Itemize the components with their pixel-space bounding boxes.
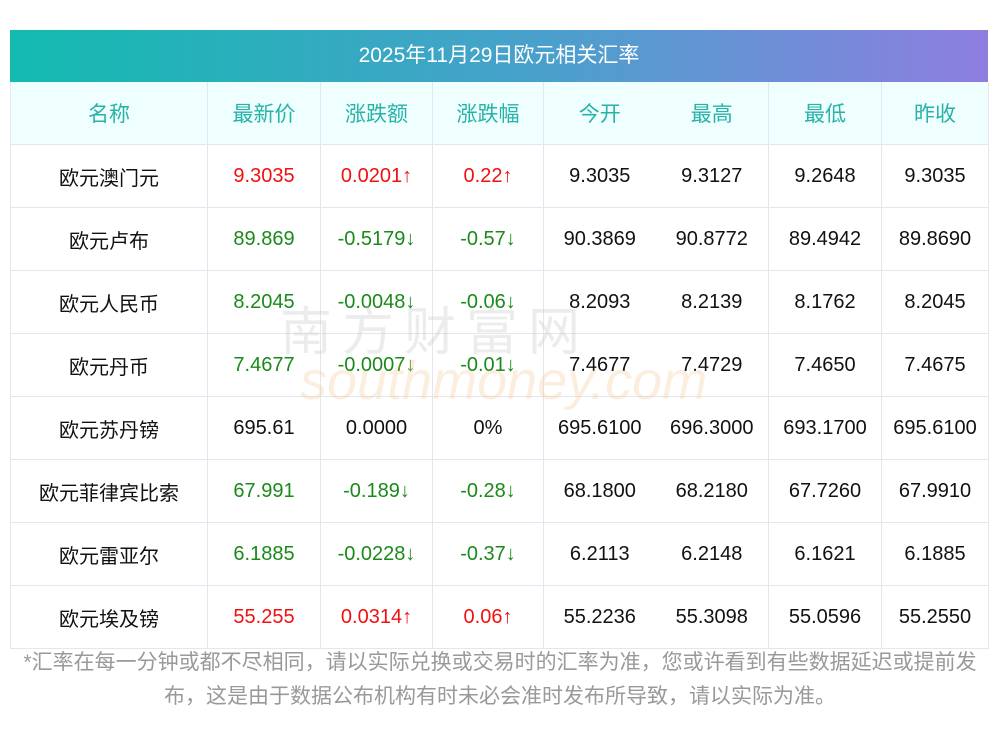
table-row: 欧元雷亚尔 6.1885 -0.0228↓ -0.37↓ 6.2113 6.2148 6.1…	[10, 522, 989, 586]
column-header: 涨跌幅	[432, 82, 544, 145]
table-row: 欧元丹币 7.4677 -0.0007↓ -0.01↓ 7.4677 7.4729 7.46…	[10, 333, 989, 397]
cell-low: 6.1621	[768, 522, 882, 586]
cell-high: 9.3127	[655, 144, 769, 208]
cell-open: 55.2236	[543, 585, 656, 649]
disclaimer-note: *汇率在每一分钟或都不尽相同，请以实际兑换或交易时的汇率为准，您或许看到有些数据…	[23, 651, 977, 708]
cell-pct: 0%	[432, 396, 544, 460]
cell-high: 696.3000	[655, 396, 769, 460]
cell-change: -0.0228↓	[320, 522, 433, 586]
cell-change: -0.5179↓	[320, 207, 433, 271]
cell-low: 693.1700	[768, 396, 882, 460]
cell-latest: 55.255	[207, 585, 321, 649]
cell-name: 欧元澳门元	[10, 144, 208, 208]
cell-latest: 695.61	[207, 396, 321, 460]
table-row: 欧元卢布 89.869 -0.5179↓ -0.57↓ 90.3869 90.8772 89…	[10, 207, 989, 271]
cell-latest: 7.4677	[207, 333, 321, 397]
table-row: 欧元苏丹镑 695.61 0.0000 0% 695.6100 696.3000 693.1…	[10, 396, 989, 460]
cell-prev: 67.9910	[881, 459, 989, 523]
cell-latest: 89.869	[207, 207, 321, 271]
table-title: 2025年11月29日欧元相关汇率	[10, 30, 988, 82]
cell-prev: 89.8690	[881, 207, 989, 271]
cell-low: 55.0596	[768, 585, 882, 649]
cell-name: 欧元菲律宾比索	[10, 459, 208, 523]
cell-low: 67.7260	[768, 459, 882, 523]
column-header: 最新价	[207, 82, 321, 145]
column-header: 今开	[543, 82, 656, 145]
cell-pct: -0.57↓	[432, 207, 544, 271]
cell-latest: 6.1885	[207, 522, 321, 586]
cell-high: 8.2139	[655, 270, 769, 334]
cell-change: 0.0000	[320, 396, 433, 460]
cell-name: 欧元苏丹镑	[10, 396, 208, 460]
cell-prev: 8.2045	[881, 270, 989, 334]
cell-name: 欧元雷亚尔	[10, 522, 208, 586]
cell-prev: 9.3035	[881, 144, 989, 208]
cell-change: -0.0007↓	[320, 333, 433, 397]
rate-table-container: 2025年11月29日欧元相关汇率 名称 最新价 涨跌额 涨跌幅 今开 最高 最低 昨收 欧元…	[10, 30, 989, 649]
cell-open: 9.3035	[543, 144, 656, 208]
cell-open: 8.2093	[543, 270, 656, 334]
cell-open: 6.2113	[543, 522, 656, 586]
cell-open: 7.4677	[543, 333, 656, 397]
cell-name: 欧元人民币	[10, 270, 208, 334]
table-row: 欧元埃及镑 55.255 0.0314↑ 0.06↑ 55.2236 55.3098 55.…	[10, 585, 989, 649]
cell-high: 68.2180	[655, 459, 769, 523]
column-header: 最低	[768, 82, 882, 145]
cell-prev: 695.6100	[881, 396, 989, 460]
cell-latest: 8.2045	[207, 270, 321, 334]
cell-name: 欧元丹币	[10, 333, 208, 397]
cell-open: 68.1800	[543, 459, 656, 523]
table-row: 欧元人民币 8.2045 -0.0048↓ -0.06↓ 8.2093 8.2139 8.1…	[10, 270, 989, 334]
cell-change: 0.0314↑	[320, 585, 433, 649]
table-row: 欧元澳门元 9.3035 0.0201↑ 0.22↑ 9.3035 9.3127 9.264…	[10, 144, 989, 208]
cell-prev: 7.4675	[881, 333, 989, 397]
table-row: 欧元菲律宾比索 67.991 -0.189↓ -0.28↓ 68.1800 68.2180…	[10, 459, 989, 523]
cell-open: 695.6100	[543, 396, 656, 460]
cell-high: 55.3098	[655, 585, 769, 649]
rate-table: 名称 最新价 涨跌额 涨跌幅 今开 最高 最低 昨收 欧元澳门元 9.3035 0.0201↑ 0.…	[10, 82, 989, 649]
column-header: 最高	[655, 82, 769, 145]
cell-pct: -0.06↓	[432, 270, 544, 334]
column-header: 昨收	[881, 82, 989, 145]
cell-pct: 0.06↑	[432, 585, 544, 649]
cell-open: 90.3869	[543, 207, 656, 271]
cell-high: 90.8772	[655, 207, 769, 271]
cell-pct: -0.01↓	[432, 333, 544, 397]
cell-prev: 6.1885	[881, 522, 989, 586]
cell-latest: 9.3035	[207, 144, 321, 208]
cell-name: 欧元埃及镑	[10, 585, 208, 649]
column-header: 涨跌额	[320, 82, 433, 145]
cell-name: 欧元卢布	[10, 207, 208, 271]
column-header: 名称	[10, 82, 208, 145]
cell-pct: -0.37↓	[432, 522, 544, 586]
cell-high: 6.2148	[655, 522, 769, 586]
cell-latest: 67.991	[207, 459, 321, 523]
cell-low: 89.4942	[768, 207, 882, 271]
cell-pct: 0.22↑	[432, 144, 544, 208]
header-row: 名称 最新价 涨跌额 涨跌幅 今开 最高 最低 昨收	[10, 82, 989, 145]
cell-change: 0.0201↑	[320, 144, 433, 208]
cell-pct: -0.28↓	[432, 459, 544, 523]
cell-high: 7.4729	[655, 333, 769, 397]
cell-low: 8.1762	[768, 270, 882, 334]
cell-change: -0.189↓	[320, 459, 433, 523]
cell-low: 7.4650	[768, 333, 882, 397]
cell-low: 9.2648	[768, 144, 882, 208]
cell-change: -0.0048↓	[320, 270, 433, 334]
cell-prev: 55.2550	[881, 585, 989, 649]
